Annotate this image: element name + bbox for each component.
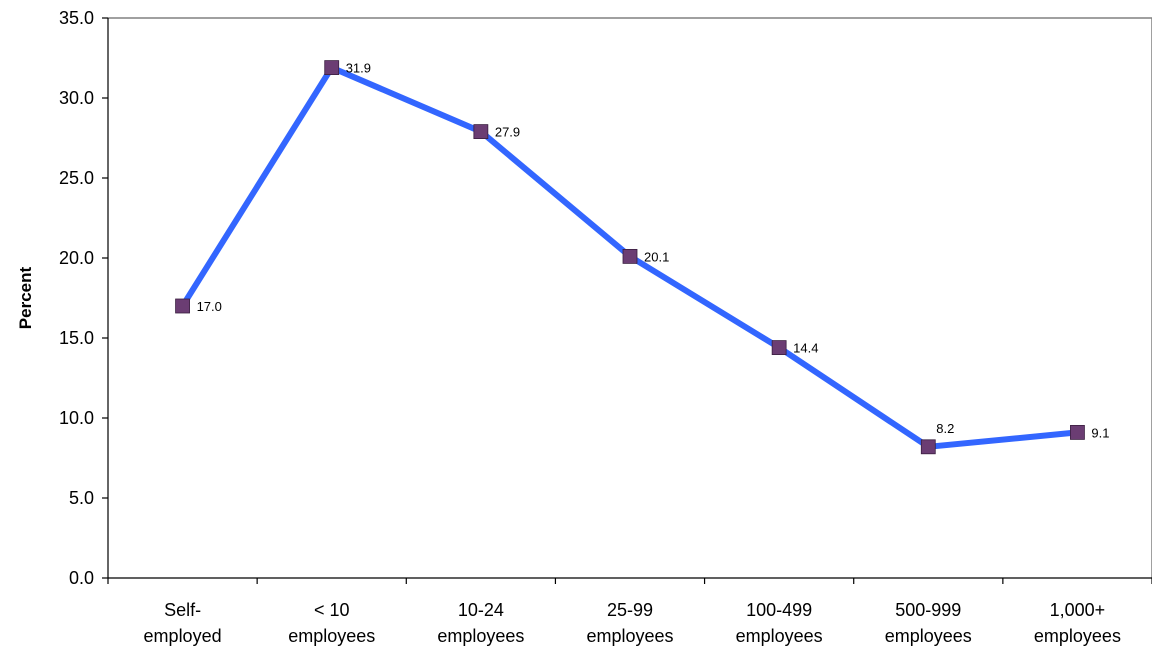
y-tick-label: 5.0 <box>69 488 94 508</box>
x-category-label-line: employed <box>144 626 222 646</box>
x-category-label-line: 25-99 <box>607 600 653 620</box>
y-tick-label: 25.0 <box>59 168 94 188</box>
data-point-marker <box>324 60 340 75</box>
x-category-label-line: Self- <box>164 600 201 620</box>
data-label: 17.0 <box>197 299 222 314</box>
data-label: 20.1 <box>644 249 669 264</box>
x-category-label: 100-499 employees <box>736 600 823 646</box>
y-tick-label: 10.0 <box>59 408 94 428</box>
x-category-label-line: 10-24 <box>458 600 504 620</box>
data-point-marker <box>771 340 787 356</box>
x-category-label-line: employees <box>736 626 823 646</box>
x-category-label: < 10 employees <box>288 600 375 646</box>
x-category-label-line: 1,000+ <box>1050 600 1106 620</box>
y-tick-label: 0.0 <box>69 568 94 588</box>
series-layer <box>175 60 1085 455</box>
y-tick-label: 20.0 <box>59 248 94 268</box>
data-labels: 17.0 31.9 27.9 20.1 14.4 8.2 9.1 <box>197 61 1110 441</box>
x-category-label: 1,000+ employees <box>1034 600 1121 646</box>
x-category-label-line: < 10 <box>314 600 350 620</box>
data-point-marker <box>175 298 190 314</box>
x-category-label-line: employees <box>885 626 972 646</box>
data-label: 9.1 <box>1091 425 1109 440</box>
x-category-label-line: employees <box>288 626 375 646</box>
y-axis: 0.0 5.0 10.0 15.0 20.0 25.0 30.0 35.0 <box>59 8 109 588</box>
x-category-label: 25-99 employees <box>586 600 673 646</box>
data-point-marker <box>920 439 936 455</box>
data-label: 14.4 <box>793 341 818 356</box>
y-tick-label: 35.0 <box>59 8 94 28</box>
data-point-marker <box>1070 424 1085 440</box>
plot-frame <box>108 17 1152 578</box>
x-category-label: Self-employed <box>144 600 222 646</box>
y-tick-label: 30.0 <box>59 88 94 108</box>
x-category-label-line: 100-499 <box>746 600 812 620</box>
x-category-label: 500-999 employees <box>885 600 972 646</box>
data-point-marker <box>473 124 489 139</box>
x-axis: Self-employed < 10 employees 10-24 employees… <box>107 577 1152 646</box>
data-label: 8.2 <box>936 421 954 436</box>
y-axis-title: Percent <box>16 266 35 329</box>
y-tick-label: 15.0 <box>59 328 94 348</box>
x-category-label-line: employees <box>586 626 673 646</box>
x-category-label-line: employees <box>1034 626 1121 646</box>
x-category-label-line: employees <box>437 626 524 646</box>
data-point-marker <box>622 248 638 264</box>
x-category-label: 10-24 employees <box>437 600 524 646</box>
data-label: 27.9 <box>495 125 520 140</box>
data-label: 31.9 <box>346 61 371 76</box>
x-category-label-line: 500-999 <box>895 600 961 620</box>
